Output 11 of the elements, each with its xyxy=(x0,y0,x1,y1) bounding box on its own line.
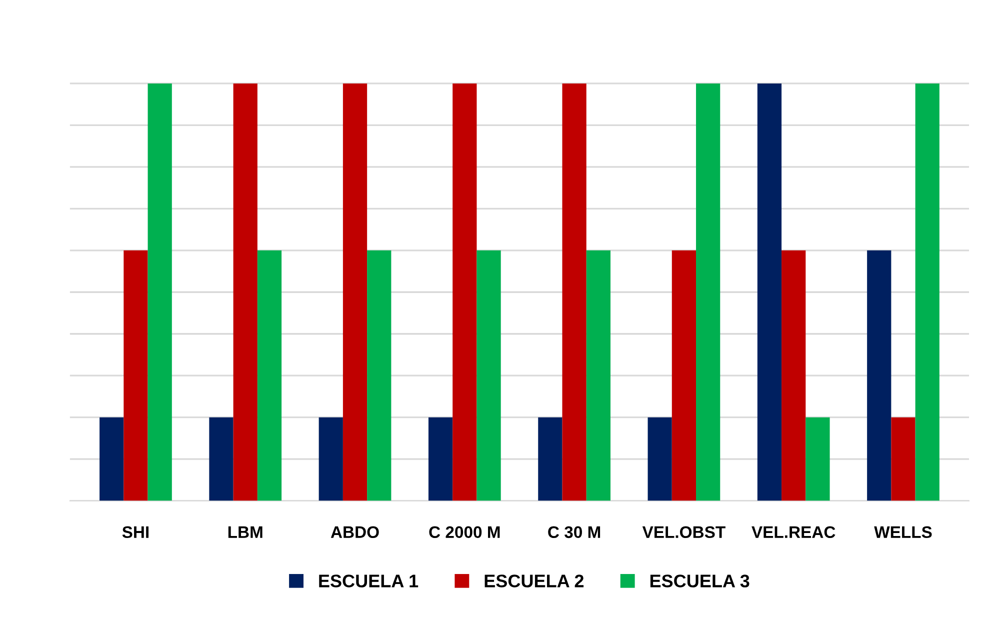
legend-label: ESCUELA 3 xyxy=(650,574,750,588)
x-tick-label: VEL.REAC xyxy=(752,526,836,538)
legend-label: ESCUELA 1 xyxy=(319,574,418,588)
x-tick-label: C 30 M xyxy=(548,526,600,538)
x-tick-label: WELLS xyxy=(874,526,932,538)
x-tick-label: LBM xyxy=(228,526,262,538)
x-tick-label: VEL.OBST xyxy=(642,526,726,538)
x-tick-label: SHI xyxy=(122,526,148,538)
x-tick-label: C 2000 M xyxy=(429,526,500,538)
x-tick-label: ABDO xyxy=(330,526,379,538)
legend-label: ESCUELA 2 xyxy=(484,574,584,588)
